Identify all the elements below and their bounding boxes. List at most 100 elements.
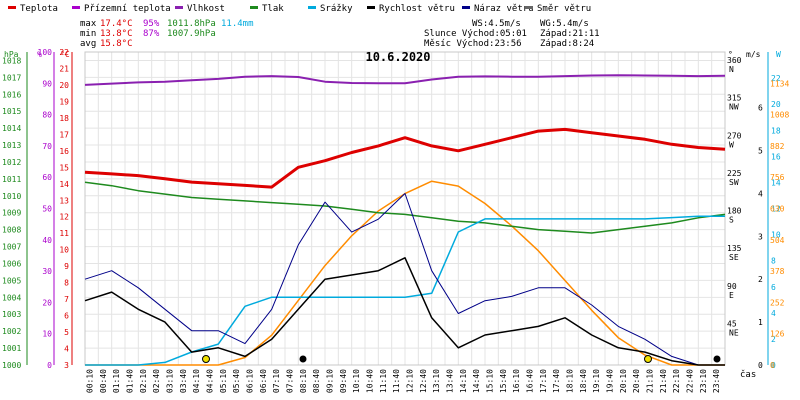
x-tick-label: 19:40: [605, 369, 614, 393]
dir-tick-compass: NW: [729, 103, 739, 112]
temp-tick-label: 15: [59, 163, 69, 172]
x-tick-label: 15:40: [499, 369, 508, 393]
hpa-tick-label: 1000: [2, 361, 21, 370]
solar-tick-label: 0: [770, 361, 775, 370]
hpa-tick-label: 1006: [2, 259, 21, 268]
pct-tick-label: 80: [42, 111, 52, 120]
x-tick-label: 14:40: [472, 369, 481, 393]
rain-tick-label: 4: [771, 309, 776, 318]
pct-axis-unit: %: [37, 50, 42, 59]
x-tick-label: 08:40: [312, 369, 321, 393]
rain-tick-label: 14: [771, 178, 781, 187]
stats-humidity: 95%: [143, 19, 160, 29]
stats-row-label: avg: [80, 39, 96, 49]
series-line-n-raz-v-tru: [84, 193, 725, 366]
temp-tick-label: 20: [59, 81, 69, 90]
temp-tick-label: 18: [59, 114, 69, 123]
solar-tick-label: 126: [770, 330, 785, 339]
solar-tick-label: 504: [770, 236, 785, 245]
x-tick-label: 21:10: [645, 369, 654, 393]
moonset-marker: [299, 355, 307, 363]
rain-axis-unit: W: [776, 50, 781, 59]
hpa-tick-label: 1012: [2, 158, 21, 167]
x-tick-label: 16:40: [525, 369, 534, 393]
wind-tick-label: 0: [758, 361, 763, 370]
stats-rain: 11.4mm: [221, 19, 254, 29]
dir-tick-compass: SW: [729, 178, 739, 187]
solar-tick-label: 756: [770, 173, 785, 182]
legend-swatch: [308, 6, 316, 9]
temp-tick-label: 7: [64, 295, 69, 304]
temp-tick-label: 19: [59, 97, 69, 106]
dir-tick-compass: W: [729, 140, 734, 149]
pct-tick-label: 10: [42, 330, 52, 339]
x-tick-label: 04:10: [192, 369, 201, 393]
pct-tick-label: 60: [42, 173, 52, 182]
rain-tick-label: 22: [771, 74, 781, 83]
x-tick-label: 16:10: [512, 369, 521, 393]
x-tick-label: 07:10: [272, 369, 281, 393]
legend: Teplota Přízemní teplota Vlhkost Tlak Srážky…: [8, 4, 591, 14]
legend-label: Přízemní teplota: [84, 4, 171, 14]
x-tick-label: 10:40: [365, 369, 374, 393]
hpa-tick-label: 1003: [2, 310, 21, 319]
x-tick-label: 10:10: [352, 369, 361, 393]
stats-pressure: 1011.8hPa: [167, 19, 216, 29]
legend-label: Vlhkost: [187, 4, 225, 14]
series-line-rychlost-v-tru: [84, 257, 725, 366]
info-wind-gust: WG:5.4m/s: [540, 19, 589, 29]
hpa-tick-label: 1009: [2, 209, 21, 218]
x-tick-label: 05:40: [232, 369, 241, 393]
legend-label: Srážky: [320, 4, 353, 14]
legend-swatch: [8, 6, 16, 9]
x-tick-label: 09:10: [325, 369, 334, 393]
x-tick-label: 01:40: [125, 369, 134, 393]
axes: hPa1000100110021003100410051006100710081…: [2, 48, 789, 370]
series-line-vlhkost: [84, 74, 726, 86]
hpa-tick-label: 1018: [2, 56, 21, 65]
legend-label: Náraz větru: [474, 4, 534, 14]
x-tick-label: 18:40: [579, 369, 588, 393]
dir-tick-compass: NE: [729, 328, 739, 337]
grid: [84, 51, 726, 366]
x-tick-label: 12:40: [419, 369, 428, 393]
x-axis-title: čas: [740, 369, 756, 380]
dir-tick-label: 90: [727, 282, 737, 291]
series-line-teplota: [84, 127, 726, 189]
info-block: WS:4.5m/s WG:5.4m/s Slunce Východ:05:01 Záp…: [424, 19, 600, 49]
temp-tick-label: 6: [64, 312, 69, 321]
x-tick-label: 12:10: [405, 369, 414, 393]
temp-tick-label: 4: [64, 345, 69, 354]
wind-axis-unit: m/s: [746, 50, 761, 59]
pct-tick-label: 30: [42, 267, 52, 276]
dir-tick-label: 135: [727, 244, 742, 253]
rain-tick-label: 16: [771, 152, 781, 161]
stats-row-label: min: [80, 29, 96, 39]
x-tick-label: 01:10: [112, 369, 121, 393]
x-tick-label: 15:10: [485, 369, 494, 393]
temp-tick-label: 16: [59, 147, 69, 156]
wind-tick-label: 1: [758, 318, 763, 327]
pct-tick-label: 20: [42, 298, 52, 307]
x-tick-label: 03:40: [179, 369, 188, 393]
legend-label: Tlak: [262, 4, 284, 14]
x-tick-label: 05:10: [219, 369, 228, 393]
pct-tick-label: 50: [42, 205, 52, 214]
rain-tick-label: 8: [771, 257, 776, 266]
info-wind-speed: WS:4.5m/s: [472, 19, 521, 29]
info-sunset: Západ:21:11: [540, 29, 600, 39]
x-tick-label: 11:40: [392, 369, 401, 393]
x-tick-label: 18:10: [565, 369, 574, 393]
rain-tick-label: 12: [771, 205, 781, 214]
legend-swatch: [250, 6, 258, 9]
temp-tick-label: 17: [59, 130, 69, 139]
dir-tick-compass: E: [729, 291, 734, 300]
temp-tick-label: 14: [59, 180, 69, 189]
stats-humidity: 87%: [143, 29, 160, 39]
x-tick-label: 06:10: [245, 369, 254, 393]
legend-swatch: [72, 6, 80, 9]
dir-axis-unit: °: [728, 50, 733, 59]
solar-tick-label: 252: [770, 298, 785, 307]
x-tick-label: 00:40: [99, 369, 108, 393]
rain-tick-label: 18: [771, 126, 781, 135]
